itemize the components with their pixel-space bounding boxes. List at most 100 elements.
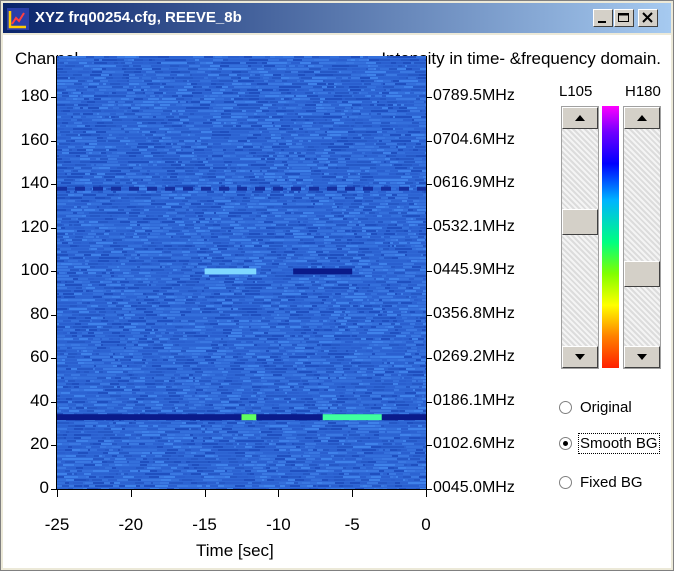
heatmap-cell bbox=[195, 185, 198, 187]
heatmap-cell bbox=[275, 176, 279, 178]
heatmap-cell bbox=[102, 68, 106, 70]
heatmap-cell bbox=[124, 275, 127, 277]
heatmap-cell bbox=[126, 242, 128, 244]
heatmap-cell bbox=[408, 74, 419, 76]
heatmap-cell bbox=[361, 113, 369, 115]
heatmap-cell bbox=[416, 233, 419, 235]
heatmap-cell bbox=[388, 110, 397, 112]
heatmap-cell bbox=[116, 125, 122, 127]
heatmap-cell bbox=[260, 251, 271, 253]
heatmap-cell bbox=[147, 170, 150, 172]
spectrogram-plot[interactable] bbox=[57, 56, 426, 489]
heatmap-cell bbox=[140, 212, 144, 214]
heatmap-cell bbox=[413, 131, 420, 133]
heatmap-cell bbox=[323, 191, 326, 193]
heatmap-cell bbox=[193, 170, 199, 172]
heatmap-cell bbox=[142, 122, 148, 124]
heatmap-cell bbox=[109, 212, 119, 214]
heatmap-cell bbox=[291, 74, 298, 76]
heatmap-cell bbox=[189, 80, 200, 82]
heatmap-cell bbox=[172, 275, 183, 277]
heatmap-cell bbox=[331, 314, 340, 316]
heatmap-cell bbox=[277, 113, 284, 115]
heatmap-cell bbox=[119, 155, 129, 157]
heatmap-cell bbox=[266, 113, 277, 115]
heatmap-cell bbox=[259, 230, 270, 232]
heatmap-cell bbox=[210, 128, 217, 130]
heatmap-cell bbox=[320, 98, 325, 100]
heatmap-cell bbox=[328, 164, 337, 166]
heatmap-cell bbox=[76, 218, 78, 220]
heatmap-cell bbox=[257, 245, 262, 247]
heatmap-cell bbox=[73, 170, 78, 172]
heatmap-cell bbox=[110, 167, 117, 169]
heatmap-cell bbox=[200, 287, 204, 289]
heatmap-cell bbox=[108, 185, 114, 187]
heatmap-cell bbox=[144, 89, 147, 91]
heatmap-cell bbox=[248, 164, 251, 166]
heatmap-cell bbox=[392, 245, 394, 247]
heatmap-cell bbox=[405, 269, 411, 271]
heatmap-cell bbox=[359, 248, 369, 250]
heatmap-cell bbox=[278, 170, 284, 172]
heatmap-cell bbox=[77, 230, 85, 232]
heatmap-cell bbox=[109, 206, 112, 208]
heatmap-cell bbox=[240, 131, 249, 133]
heatmap-cell bbox=[247, 74, 250, 76]
heatmap-cell bbox=[72, 224, 74, 226]
heatmap-cell bbox=[367, 245, 378, 247]
heatmap-cell bbox=[188, 155, 194, 157]
title-bar[interactable]: XYZ frq00254.cfg, REEVE_8b bbox=[3, 3, 671, 33]
heatmap-cell bbox=[287, 59, 293, 61]
heatmap-cell bbox=[206, 278, 210, 280]
heatmap-cell bbox=[375, 314, 378, 316]
heatmap-cell bbox=[302, 143, 312, 145]
heatmap-cell bbox=[399, 80, 407, 82]
heatmap-cell bbox=[290, 314, 299, 316]
heatmap-cell bbox=[244, 80, 254, 82]
heatmap-cell bbox=[195, 164, 205, 166]
heatmap-cell bbox=[138, 179, 141, 181]
heatmap-cell bbox=[163, 311, 170, 313]
heatmap-cell bbox=[380, 125, 390, 127]
heatmap-cell bbox=[389, 92, 398, 94]
heatmap-cell bbox=[154, 101, 158, 103]
heatmap-cell bbox=[304, 89, 309, 91]
heatmap-cell bbox=[329, 200, 334, 202]
heatmap-cell bbox=[148, 239, 158, 241]
heatmap-cell bbox=[114, 110, 116, 112]
heatmap-cell bbox=[321, 314, 325, 316]
heatmap-cell bbox=[236, 311, 247, 313]
maximize-button[interactable] bbox=[614, 9, 634, 27]
heatmap-cell bbox=[389, 149, 398, 151]
heatmap-cell bbox=[69, 284, 74, 286]
heatmap-cell bbox=[285, 122, 288, 124]
heatmap-cell bbox=[117, 152, 126, 154]
heatmap-cell bbox=[241, 185, 251, 187]
minimize-button[interactable] bbox=[593, 9, 613, 27]
heatmap-cell bbox=[102, 239, 106, 241]
heatmap-cell bbox=[337, 140, 348, 142]
close-button[interactable] bbox=[638, 9, 658, 27]
heatmap-cell bbox=[238, 80, 244, 82]
heatmap-cell bbox=[205, 71, 211, 73]
heatmap-cell bbox=[379, 92, 382, 94]
heatmap-cell bbox=[390, 245, 392, 247]
heatmap-cell bbox=[226, 122, 231, 124]
heatmap-cell bbox=[200, 158, 206, 160]
heatmap-cell bbox=[249, 131, 260, 133]
heatmap-cell bbox=[361, 137, 364, 139]
heatmap-cell bbox=[348, 83, 356, 85]
heatmap-cell bbox=[131, 317, 139, 319]
heatmap-cell bbox=[274, 164, 284, 166]
heatmap-cell bbox=[221, 242, 229, 244]
heatmap-cell bbox=[323, 65, 332, 67]
heatmap-cell bbox=[62, 242, 68, 244]
heatmap-cell bbox=[325, 224, 336, 226]
heatmap-cell bbox=[57, 110, 61, 112]
heatmap-cell bbox=[172, 287, 174, 289]
heatmap-cell bbox=[151, 77, 157, 79]
heatmap-cell bbox=[292, 248, 298, 250]
heatmap-cell bbox=[136, 86, 141, 88]
heatmap-cell bbox=[119, 308, 122, 310]
